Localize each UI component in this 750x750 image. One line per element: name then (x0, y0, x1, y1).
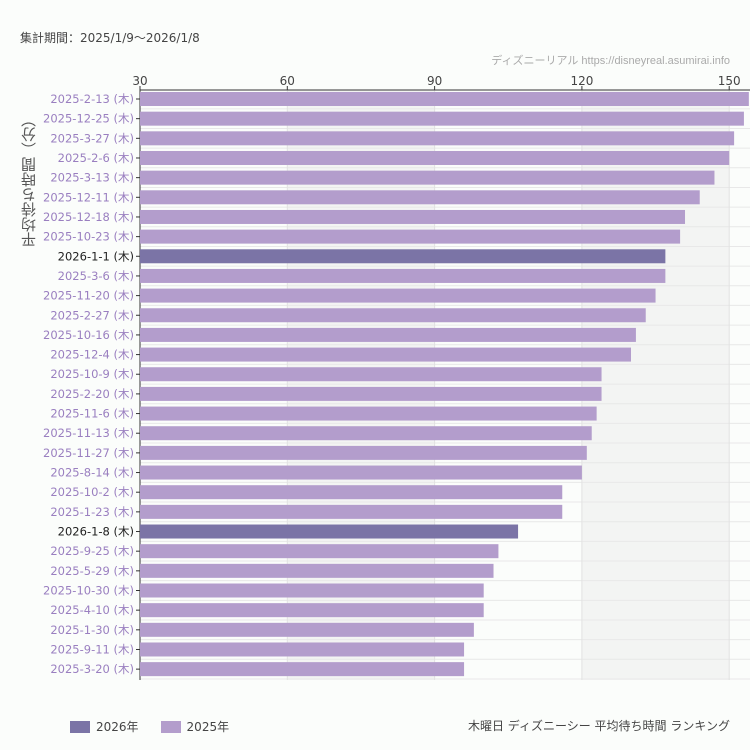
y-tick-label: 2025-2-6 (木) (58, 151, 134, 165)
x-tick-label: 60 (280, 74, 295, 88)
y-tick-label: 2025-12-25 (木) (43, 112, 134, 126)
bar (140, 288, 656, 303)
bar (140, 445, 587, 460)
y-tick-label: 2025-12-18 (木) (43, 210, 134, 224)
bar (140, 308, 646, 323)
grid-band (581, 90, 730, 680)
bar (140, 347, 631, 362)
legend-item-2026[interactable]: 2026年 (70, 718, 139, 735)
bar (140, 603, 484, 618)
bar (140, 229, 681, 244)
y-tick-label: 2025-3-27 (木) (50, 131, 134, 145)
x-tick-label: 90 (427, 74, 442, 88)
y-tick-label: 2025-3-20 (木) (50, 662, 134, 676)
y-tick-label: 2025-2-27 (木) (50, 308, 134, 322)
y-tick-label: 2026-1-1 (木) (58, 249, 134, 263)
y-tick-label: 2025-1-23 (木) (50, 505, 134, 519)
bar (140, 131, 735, 146)
y-tick-label: 2025-10-16 (木) (43, 328, 134, 342)
y-tick-label: 2025-11-6 (木) (50, 407, 134, 421)
legend-swatch (160, 720, 181, 733)
bar (140, 563, 494, 578)
bar (140, 327, 636, 342)
bar (140, 642, 465, 657)
bar (140, 190, 700, 205)
x-tick-label: 30 (132, 74, 147, 88)
y-tick-label: 2025-3-6 (木) (58, 269, 134, 283)
y-tick-label: 2025-12-4 (木) (50, 348, 134, 362)
y-tick-label: 2025-1-30 (木) (50, 623, 134, 637)
bar (140, 426, 592, 441)
grid-band (287, 90, 435, 680)
bar (140, 504, 563, 519)
bar (140, 92, 749, 106)
y-tick-label: 2025-11-13 (木) (43, 426, 134, 440)
y-tick-label: 2025-12-11 (木) (43, 190, 134, 204)
bar (140, 583, 484, 598)
y-tick-label: 2025-10-9 (木) (50, 367, 134, 381)
y-tick-label: 2025-10-23 (木) (43, 230, 134, 244)
legend-label: 2025年 (186, 720, 230, 734)
y-tick-label: 2025-4-10 (木) (50, 603, 134, 617)
y-tick-label: 2025-2-13 (木) (50, 92, 134, 106)
y-tick-label: 2025-5-29 (木) (50, 564, 134, 578)
y-tick-label: 2025-10-30 (木) (43, 584, 134, 598)
bar (140, 367, 602, 382)
x-tick-label: 120 (570, 74, 593, 88)
y-tick-label: 2025-3-13 (木) (50, 171, 134, 185)
bar (140, 170, 715, 185)
y-tick-label: 2025-2-20 (木) (50, 387, 134, 401)
bar (140, 524, 519, 539)
y-tick-label: 2026-1-8 (木) (58, 525, 134, 539)
period-label: 集計期間：2025/1/9〜2026/1/8 (20, 31, 200, 45)
bar (140, 485, 563, 500)
legend-label: 2026年 (96, 720, 139, 734)
bar (140, 111, 744, 126)
bar (140, 662, 465, 677)
y-tick-label: 2025-10-2 (木) (50, 485, 134, 499)
legend-item-2025[interactable]: 2025年 (160, 718, 230, 735)
bar (140, 406, 597, 421)
bar (140, 465, 582, 480)
y-tick-label: 2025-8-14 (木) (50, 466, 134, 480)
bar (140, 249, 666, 264)
y-tick-label: 2025-11-27 (木) (43, 446, 134, 460)
y-tick-label: 2025-9-11 (木) (50, 642, 134, 656)
y-tick-label: 2025-9-25 (木) (50, 544, 134, 558)
legend: 2026年 2025年 (70, 718, 229, 735)
chart-caption: 木曜日 ディズニーシー 平均待ち時間 ランキング (467, 719, 730, 733)
bar (140, 544, 499, 559)
x-tick-label: 150 (718, 74, 741, 88)
legend-swatch (70, 720, 90, 733)
bar (140, 386, 602, 401)
bar (140, 209, 686, 224)
bar (140, 622, 474, 637)
credit-text: ディズニーリアル https://disneyreal.asumirai.inf… (491, 55, 730, 67)
bar (140, 150, 730, 165)
bar (140, 268, 666, 283)
y-tick-label: 2025-11-20 (木) (43, 289, 134, 303)
